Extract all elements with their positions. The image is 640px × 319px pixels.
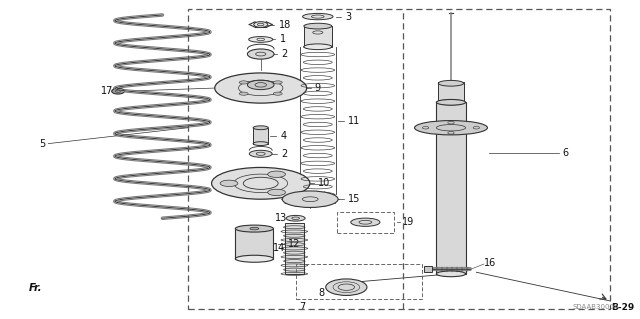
Ellipse shape [438, 100, 463, 105]
Bar [285, 223, 304, 274]
Ellipse shape [286, 215, 305, 221]
Text: B-29: B-29 [611, 303, 634, 312]
Ellipse shape [436, 271, 465, 277]
Bar [304, 26, 332, 47]
Text: 1: 1 [280, 34, 286, 44]
Ellipse shape [248, 49, 274, 59]
Ellipse shape [236, 255, 273, 262]
Ellipse shape [249, 37, 273, 42]
Ellipse shape [273, 92, 282, 95]
Text: 7: 7 [299, 302, 305, 312]
Text: 6: 6 [562, 148, 568, 158]
Ellipse shape [303, 13, 333, 20]
Text: 14: 14 [273, 243, 285, 253]
Ellipse shape [268, 189, 285, 196]
Ellipse shape [248, 80, 274, 90]
Bar [296, 264, 422, 299]
Text: 11: 11 [348, 116, 360, 126]
Ellipse shape [351, 218, 380, 226]
Ellipse shape [239, 92, 248, 95]
Text: 2: 2 [282, 149, 288, 159]
Bar [424, 266, 432, 272]
Ellipse shape [112, 88, 124, 94]
Bar [438, 82, 463, 102]
Ellipse shape [304, 44, 332, 50]
Text: 4: 4 [281, 131, 287, 141]
Text: 18: 18 [278, 19, 291, 30]
Text: 16: 16 [484, 258, 496, 268]
Text: 12: 12 [288, 239, 300, 249]
Ellipse shape [282, 191, 338, 207]
Ellipse shape [268, 171, 285, 177]
Text: 3: 3 [345, 11, 351, 22]
Bar [253, 128, 268, 144]
Ellipse shape [253, 22, 268, 27]
Ellipse shape [236, 225, 273, 232]
Ellipse shape [220, 180, 238, 187]
Text: 10: 10 [318, 178, 330, 188]
Ellipse shape [215, 73, 307, 103]
Text: 9: 9 [315, 83, 321, 93]
Ellipse shape [304, 23, 332, 29]
Ellipse shape [326, 279, 367, 295]
Ellipse shape [438, 80, 463, 86]
Text: Fr.: Fr. [29, 283, 43, 293]
Ellipse shape [273, 81, 282, 84]
Text: 17: 17 [100, 86, 113, 96]
Text: 2: 2 [282, 49, 288, 59]
Ellipse shape [253, 142, 268, 145]
Text: SDAAB3000A: SDAAB3000A [572, 304, 619, 310]
Ellipse shape [415, 121, 488, 135]
Text: 19: 19 [402, 217, 414, 227]
Text: 8: 8 [318, 288, 324, 298]
Ellipse shape [250, 227, 259, 230]
Text: 15: 15 [348, 194, 360, 204]
Text: 13: 13 [275, 213, 287, 223]
Ellipse shape [436, 100, 465, 105]
Ellipse shape [253, 126, 268, 130]
Bar [236, 229, 273, 259]
Ellipse shape [239, 81, 248, 84]
Ellipse shape [250, 150, 272, 157]
Bar [188, 9, 609, 309]
Bar [436, 102, 465, 274]
Bar [337, 212, 394, 233]
Ellipse shape [212, 167, 310, 199]
Text: 5: 5 [39, 139, 45, 149]
